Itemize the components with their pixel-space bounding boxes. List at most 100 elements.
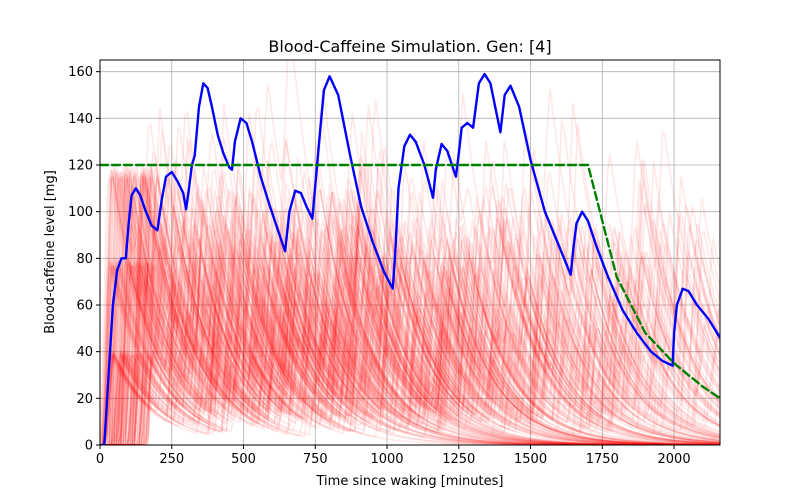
plot-area [100,60,720,445]
population-line [100,171,720,445]
y-tick-label: 140 [68,112,93,127]
x-axis-label: Time since waking [minutes] [316,474,504,489]
population-line [100,176,720,445]
population-line [100,246,720,445]
population-line [100,156,720,445]
population-line [100,211,720,445]
population-line [100,137,720,445]
population-line [100,190,720,445]
population-line [100,165,720,445]
population-line [100,267,720,445]
population-line [100,266,720,445]
population-line [100,174,720,445]
population-line [100,176,720,445]
population-line [100,172,720,445]
population-line [100,188,720,445]
population-line [100,132,720,445]
population-line [100,136,720,445]
x-tick-label: 500 [231,452,256,467]
population-line [100,141,720,445]
x-tick-label: 250 [159,452,184,467]
y-tick-label: 60 [76,299,93,314]
population-line [100,228,720,445]
population-line [100,223,720,445]
population-line [100,144,720,445]
population-line [100,219,720,445]
population-line [100,214,720,445]
population-line [100,111,720,445]
population-line [100,201,720,445]
population-line [100,175,720,445]
population-lines [100,60,720,445]
population-line [100,222,720,445]
population-line [100,167,720,445]
population-line [100,218,720,445]
population-line [100,238,720,445]
plot-frame [99,59,721,446]
x-tick-label: 2000 [658,452,691,467]
population-line [100,279,720,445]
population-line [100,237,720,445]
population-line [100,165,720,445]
population-line [100,269,720,445]
population-line [100,176,720,445]
y-tick-label: 100 [68,205,93,220]
population-line [100,141,720,445]
y-tick-label: 40 [76,345,93,360]
tick-marks [96,71,675,449]
population-line [100,165,720,445]
population-line [100,249,720,445]
population-line [100,166,720,445]
population-line [100,210,720,445]
population-line [100,259,720,445]
population-line [100,171,720,445]
population-line [100,191,720,445]
y-tick-label: 20 [76,392,93,407]
population-line [100,99,720,445]
population-line [100,164,720,445]
population-line [100,224,720,445]
population-line [100,265,720,445]
population-line [100,120,720,445]
population-line [100,102,720,445]
population-line [100,245,720,445]
population-line [100,175,720,445]
population-line [100,254,720,445]
population-line [100,217,720,445]
population-line [100,140,720,445]
population-line [100,213,720,445]
target-dashed-line [100,163,720,400]
series-layer [100,72,720,445]
population-line [100,169,720,445]
population-line [100,214,720,445]
population-line [100,170,720,445]
population-line [100,130,720,445]
population-line [100,107,720,445]
population-line [100,154,720,445]
population-line [100,182,720,445]
population-line [100,216,720,445]
population-line [100,169,720,445]
x-tick-label: 1500 [514,452,547,467]
x-tick-label: 750 [303,452,328,467]
population-line [100,208,720,445]
population-line [100,162,720,445]
population-line [100,214,720,445]
y-tick-label: 160 [68,65,93,80]
population-line [100,232,720,445]
population-line [100,171,720,445]
population-line [100,217,720,445]
population-line [100,209,720,445]
population-line [100,165,720,445]
population-line [100,88,720,445]
population-line [100,170,720,445]
population-line [100,186,720,445]
population-line [100,198,720,445]
population-line [100,214,720,445]
population-line [100,223,720,445]
population-line [100,235,720,445]
population-line [100,261,720,445]
population-line [100,174,720,445]
population-line [100,188,720,445]
population-line [100,209,720,445]
